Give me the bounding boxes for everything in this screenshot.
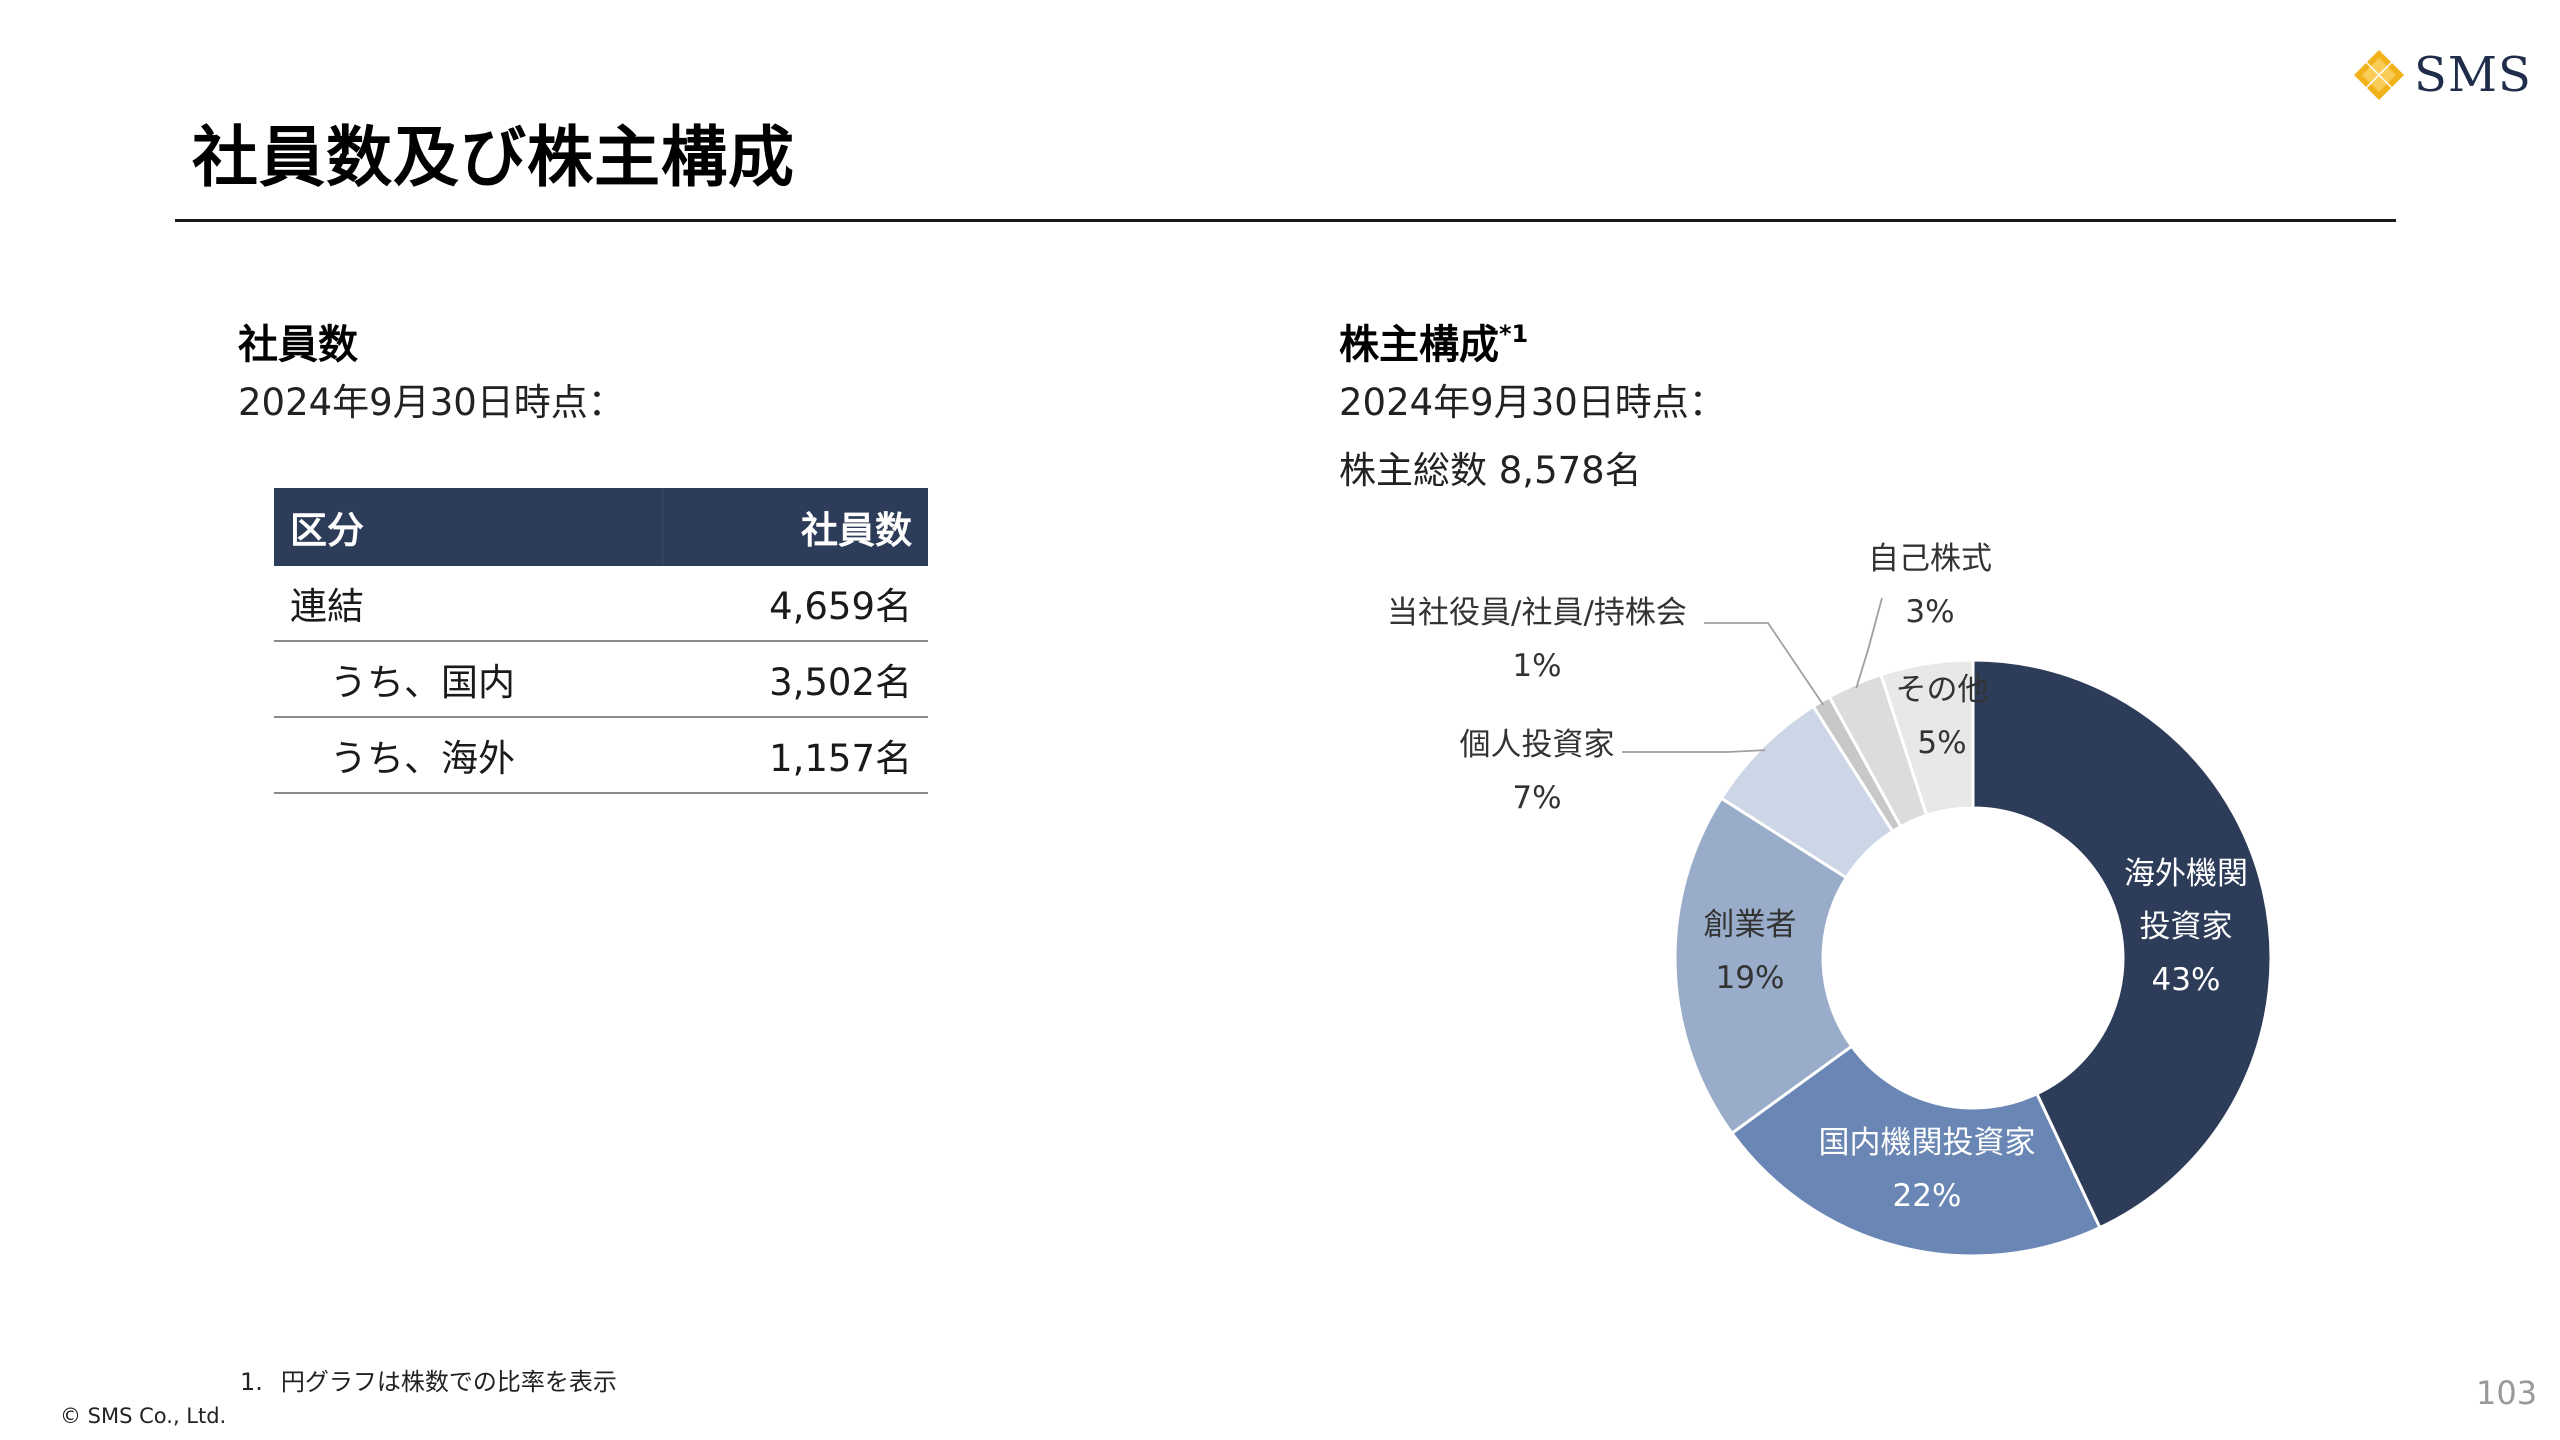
table-header-row: 区分 社員数 — [274, 488, 928, 566]
shareholders-heading-text: 株主構成 — [1339, 322, 1499, 368]
slice-label: 当社役員/社員/持株会 — [1387, 595, 1687, 631]
slice-label: 国内機関投資家 — [1819, 1125, 2036, 1161]
table-row: うち、国内 3,502名 — [274, 641, 928, 718]
shareholders-as-of: 2024年9月30日時点： — [1339, 381, 1726, 424]
donut-slice — [1971, 658, 2273, 1230]
slice-label: 創業者 — [1704, 907, 1797, 943]
shareholders-heading: 株主構成*1 — [1339, 312, 1528, 370]
leader-line — [1855, 597, 1883, 689]
leader-line — [1704, 622, 1825, 706]
donut-slice — [1879, 658, 1975, 818]
footnote-marker: *1 — [1499, 320, 1529, 348]
row-label: うち、国内 — [274, 641, 664, 718]
page-title: 社員数及び株主構成 — [192, 119, 795, 196]
donut-slice — [1673, 796, 1854, 1136]
employees-as-of: 2024年9月30日時点： — [238, 381, 625, 424]
logo-diamond-icon — [2354, 50, 2404, 100]
slice-value-label: 19% — [1716, 960, 1785, 996]
table-row: 連結 4,659名 — [274, 566, 928, 642]
slice-label: 個人投資家 — [1460, 727, 1615, 763]
slice-value-label: 43% — [2152, 962, 2221, 998]
donut-slice — [1729, 1044, 2102, 1258]
table-row: うち、海外 1,157名 — [274, 717, 928, 794]
row-label: うち、海外 — [274, 717, 664, 794]
page-number: 103 — [2476, 1374, 2538, 1412]
slice-label: その他 — [1896, 672, 1989, 708]
leader-line — [1622, 749, 1766, 753]
footnote-text: 円グラフは株数での比率を表示 — [280, 1368, 617, 1396]
footnote-number: 1. — [240, 1368, 263, 1396]
row-label: 連結 — [274, 566, 664, 642]
copyright: © SMS Co., Ltd. — [60, 1404, 227, 1428]
footnote: 1. 円グラフは株数での比率を表示 — [240, 1362, 617, 1397]
slice-value-label: 5% — [1917, 725, 1966, 761]
slice-value-label: 1% — [1512, 648, 1561, 684]
slice-value-label: 22% — [1893, 1178, 1962, 1214]
company-logo: SMS — [2352, 47, 2532, 103]
row-value: 3,502名 — [663, 641, 928, 718]
row-value: 4,659名 — [663, 566, 928, 642]
slice-value-label: 3% — [1905, 594, 1954, 630]
employees-heading: 社員数 — [238, 322, 358, 368]
title-divider — [175, 219, 2396, 222]
shareholders-total: 株主総数 8,578名 — [1339, 449, 1642, 492]
column-header-category: 区分 — [274, 488, 665, 566]
slice-label: 海外機関 — [2124, 856, 2248, 892]
employee-table: 区分 社員数 連結 4,659名 うち、国内 3,502名 うち、海外 1,15… — [274, 488, 928, 794]
row-value: 1,157名 — [663, 717, 928, 794]
logo-text: SMS — [2414, 47, 2532, 103]
slice-label: 投資家 — [2140, 909, 2233, 945]
column-header-count: 社員数 — [663, 488, 928, 566]
slice-label: 自己株式 — [1868, 541, 1992, 577]
slice-value-label: 7% — [1512, 780, 1561, 816]
